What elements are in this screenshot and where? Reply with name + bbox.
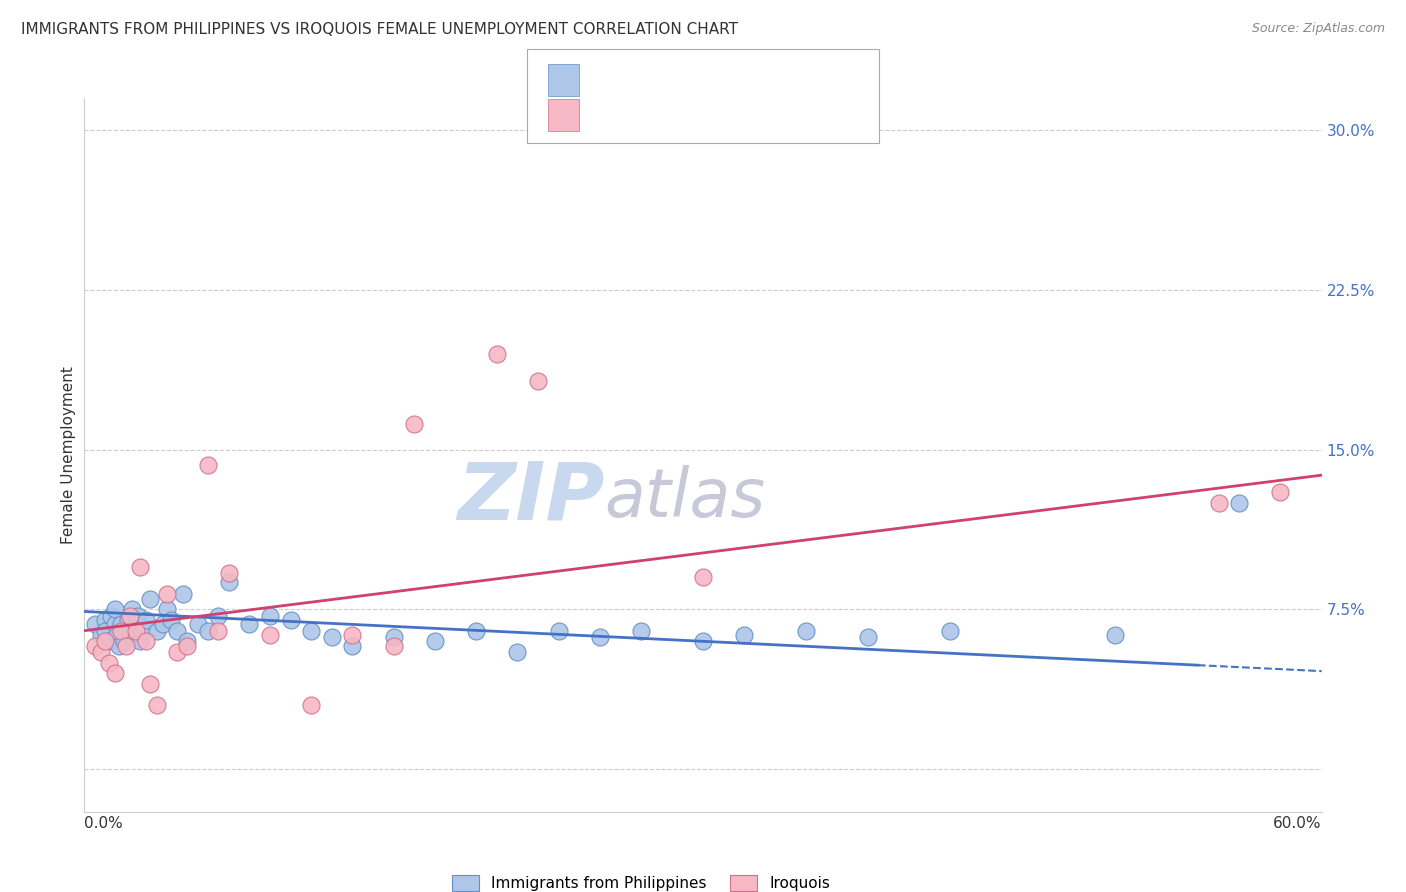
Point (156, 602, 179, 616)
Point (139, 591, 162, 606)
Point (733, 628, 755, 642)
Text: 0.0%: 0.0% (84, 816, 124, 831)
Point (197, 458, 219, 472)
Point (1208, 496, 1230, 510)
Point (114, 624, 136, 638)
Point (112, 634, 135, 648)
Point (465, 624, 488, 638)
Point (152, 617, 174, 632)
Legend: Immigrants from Philippines, Iroquois: Immigrants from Philippines, Iroquois (446, 870, 837, 892)
Point (506, 645, 529, 659)
Point (218, 566, 240, 581)
Point (117, 613, 139, 627)
Point (94, 624, 117, 638)
Point (90, 628, 112, 642)
Point (83, 639, 105, 653)
Point (121, 602, 143, 616)
Point (110, 624, 132, 638)
Text: ZIP: ZIP (457, 458, 605, 537)
Point (125, 624, 148, 638)
Point (104, 617, 127, 632)
Point (1227, 496, 1250, 510)
Point (939, 624, 962, 638)
Point (83, 617, 105, 632)
Point (794, 624, 817, 638)
Point (118, 608, 141, 623)
Point (299, 624, 322, 638)
Text: IMMIGRANTS FROM PHILIPPINES VS IROQUOIS FEMALE UNEMPLOYMENT CORRELATION CHART: IMMIGRANTS FROM PHILIPPINES VS IROQUOIS … (21, 22, 738, 37)
Point (172, 587, 194, 601)
Point (94, 613, 117, 627)
Point (98, 656, 121, 670)
Point (856, 630, 879, 644)
Point (207, 608, 229, 623)
Point (135, 634, 157, 648)
Point (110, 617, 132, 632)
Point (127, 608, 149, 623)
Point (90, 645, 112, 659)
Point (176, 634, 198, 648)
Point (125, 617, 148, 632)
Text: atlas: atlas (605, 465, 765, 531)
Point (485, 347, 508, 361)
Point (104, 602, 127, 616)
Point (207, 624, 229, 638)
Point (145, 698, 167, 713)
Point (176, 639, 198, 653)
Point (259, 608, 281, 623)
Point (404, 417, 426, 431)
Point (342, 628, 364, 642)
Point (299, 698, 322, 713)
Point (382, 630, 405, 644)
Point (104, 666, 127, 681)
Point (94, 634, 117, 648)
Point (160, 613, 183, 627)
Point (692, 570, 714, 584)
Text: 60.0%: 60.0% (1274, 816, 1322, 831)
Point (129, 634, 152, 648)
Point (218, 574, 240, 589)
Point (547, 624, 569, 638)
Point (105, 628, 128, 642)
Point (139, 677, 162, 691)
Point (98, 634, 121, 648)
Point (630, 624, 652, 638)
Point (197, 624, 219, 638)
Point (259, 628, 281, 642)
Point (1270, 485, 1292, 500)
Point (187, 617, 209, 632)
Point (692, 634, 714, 648)
Point (166, 624, 188, 638)
Text: R =  0.228   N = 29: R = 0.228 N = 29 (588, 108, 737, 122)
Point (382, 639, 405, 653)
Point (131, 624, 153, 638)
Point (589, 630, 612, 644)
Point (166, 645, 188, 659)
Point (118, 628, 141, 642)
Y-axis label: Female Unemployment: Female Unemployment (60, 366, 76, 544)
Text: R = -0.280   N = 53: R = -0.280 N = 53 (588, 73, 738, 87)
Point (238, 617, 260, 632)
Point (527, 375, 550, 389)
Text: Source: ZipAtlas.com: Source: ZipAtlas.com (1251, 22, 1385, 36)
Point (342, 639, 364, 653)
Point (423, 634, 446, 648)
Point (280, 613, 302, 627)
Point (145, 624, 167, 638)
Point (321, 630, 343, 644)
Point (108, 639, 131, 653)
Point (156, 587, 179, 601)
Point (135, 613, 157, 627)
Point (1104, 628, 1126, 642)
Point (114, 639, 136, 653)
Point (100, 608, 122, 623)
Point (129, 559, 152, 574)
